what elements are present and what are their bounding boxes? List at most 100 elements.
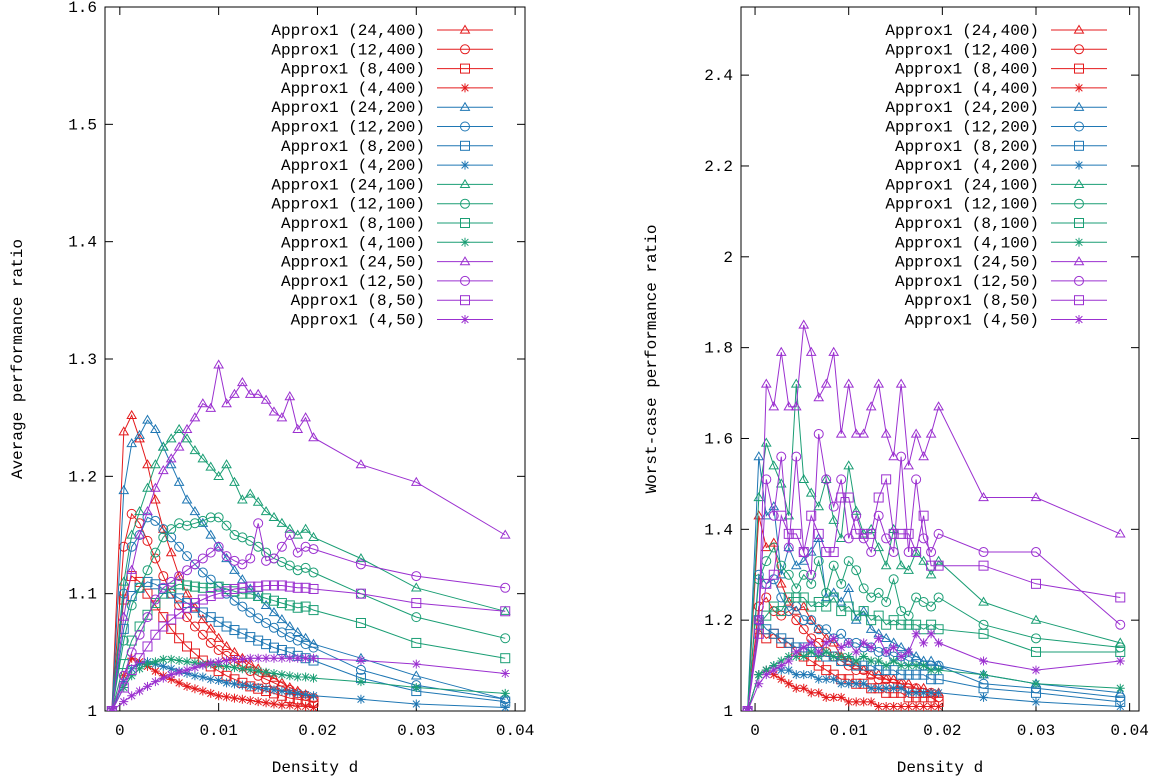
data-point [919, 701, 929, 711]
data-point [284, 581, 295, 592]
data-point [761, 474, 772, 485]
data-point [1115, 592, 1126, 603]
data-point [799, 670, 809, 680]
data-point [269, 668, 279, 678]
data-point [829, 633, 839, 643]
data-point [253, 581, 264, 592]
data-point [896, 528, 907, 539]
data-point [134, 629, 145, 640]
data-point [221, 459, 232, 469]
data-point [174, 656, 184, 666]
data-point [768, 569, 779, 580]
data-point [134, 518, 145, 529]
legend-marker [1074, 315, 1084, 324]
series-line [111, 516, 506, 711]
data-point [190, 663, 200, 673]
data-point [895, 378, 907, 388]
legend-label: Approx1 (4,200) [895, 157, 1039, 175]
data-point [173, 441, 185, 451]
right-chart: 0 0.01 0.02 0.03 0.04 1 1.2 1.4 1.6 1.8 2 2.2 2.4 Den… [643, 6, 1149, 777]
data-point [1030, 578, 1041, 589]
data-point [753, 492, 765, 502]
data-point [244, 388, 256, 398]
y-tick-label: 1.6 [704, 430, 733, 448]
data-point [934, 665, 944, 675]
data-point [896, 701, 906, 711]
data-point [213, 541, 224, 552]
legend-marker [1074, 83, 1084, 93]
data-point [866, 656, 876, 666]
data-point [150, 547, 161, 558]
data-point [904, 688, 914, 698]
data-point [261, 667, 271, 677]
series-line [111, 419, 506, 711]
data-point [135, 664, 145, 674]
data-point [142, 612, 153, 623]
legend-item: Approx1 (24,200) [885, 99, 1107, 117]
data-point [253, 613, 264, 624]
data-point [118, 670, 129, 681]
data-point [150, 666, 160, 676]
data-point [791, 451, 802, 462]
data-point [245, 581, 256, 592]
data-point [889, 642, 899, 652]
legend-label: Approx1 (24,100) [885, 176, 1039, 194]
data-point [843, 556, 854, 567]
data-point [261, 547, 272, 558]
data-point [776, 510, 787, 521]
data-point [904, 647, 914, 657]
data-point [268, 622, 279, 633]
data-point [768, 401, 780, 411]
data-point [205, 623, 217, 633]
legend-label: Approx1 (12,400) [885, 41, 1039, 59]
x-tick-label: 0.02 [298, 722, 336, 740]
data-point [821, 638, 831, 648]
data-point [783, 569, 794, 580]
data-point [214, 675, 224, 685]
data-point [828, 346, 840, 356]
data-point [253, 653, 263, 663]
data-point [189, 506, 201, 516]
data-point [821, 674, 831, 684]
data-point [500, 606, 511, 617]
data-point [910, 651, 922, 661]
data-point [293, 672, 303, 682]
data-point [157, 441, 169, 451]
data-point [261, 698, 271, 708]
data-point [245, 695, 255, 705]
data-point [173, 423, 185, 434]
data-point [197, 629, 208, 640]
legend-marker [1074, 63, 1084, 74]
data-point [813, 392, 825, 402]
legend-label: Approx1 (12,200) [885, 119, 1039, 137]
data-point [269, 685, 279, 695]
data-point [836, 651, 846, 661]
data-point [881, 701, 891, 711]
series-line [747, 546, 1121, 711]
data-point [821, 624, 832, 635]
data-point [761, 592, 772, 603]
legend-marker [460, 44, 470, 55]
data-point [269, 653, 279, 663]
data-point [776, 674, 786, 684]
series-line [111, 364, 506, 711]
data-point [308, 567, 319, 578]
legend-item: Approx1 (12,100) [885, 196, 1107, 214]
data-point [229, 476, 240, 486]
data-point [158, 582, 169, 593]
data-point [268, 406, 280, 416]
data-point [799, 651, 809, 661]
data-point [268, 553, 279, 564]
data-point [911, 592, 922, 603]
data-point [222, 656, 232, 666]
y-tick-label: 1.3 [68, 351, 97, 369]
data-point [127, 664, 137, 674]
series-line [111, 585, 506, 711]
data-point [873, 510, 884, 521]
data-point [118, 588, 129, 599]
series-line [111, 581, 506, 711]
data-point [888, 528, 899, 539]
data-point [237, 628, 248, 639]
data-point [126, 541, 137, 552]
data-point [205, 512, 216, 523]
